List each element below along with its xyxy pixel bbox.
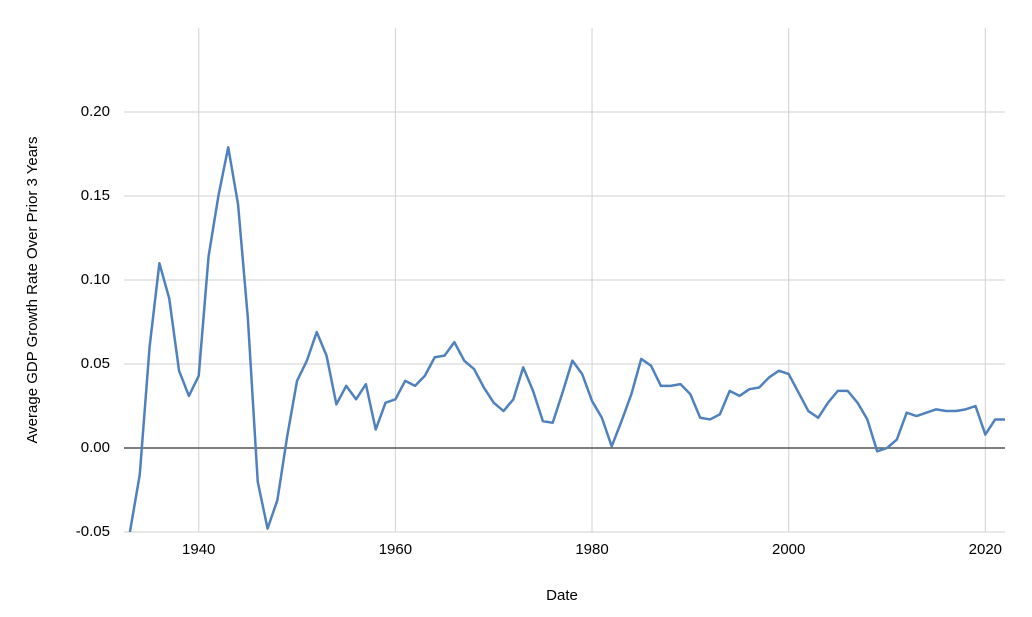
y-tick-label: 0.20 xyxy=(81,103,110,120)
x-tick-label: 2000 xyxy=(772,541,805,558)
y-tick-label: 0.15 xyxy=(81,187,110,204)
y-tick-label: 0.00 xyxy=(81,439,110,456)
x-tick-label: 1940 xyxy=(182,541,215,558)
x-axis-label: Date xyxy=(546,587,578,604)
data-line xyxy=(128,146,1005,532)
x-tick-label: 1960 xyxy=(379,541,412,558)
x-tick-label: 1980 xyxy=(575,541,608,558)
x-tick-label: 2020 xyxy=(969,541,1002,558)
y-tick-label: -0.05 xyxy=(76,523,110,540)
y-axis-label: Average GDP Growth Rate Over Prior 3 Yea… xyxy=(24,136,41,443)
y-tick-label: 0.10 xyxy=(81,271,110,288)
y-tick-label: 0.05 xyxy=(81,355,110,372)
